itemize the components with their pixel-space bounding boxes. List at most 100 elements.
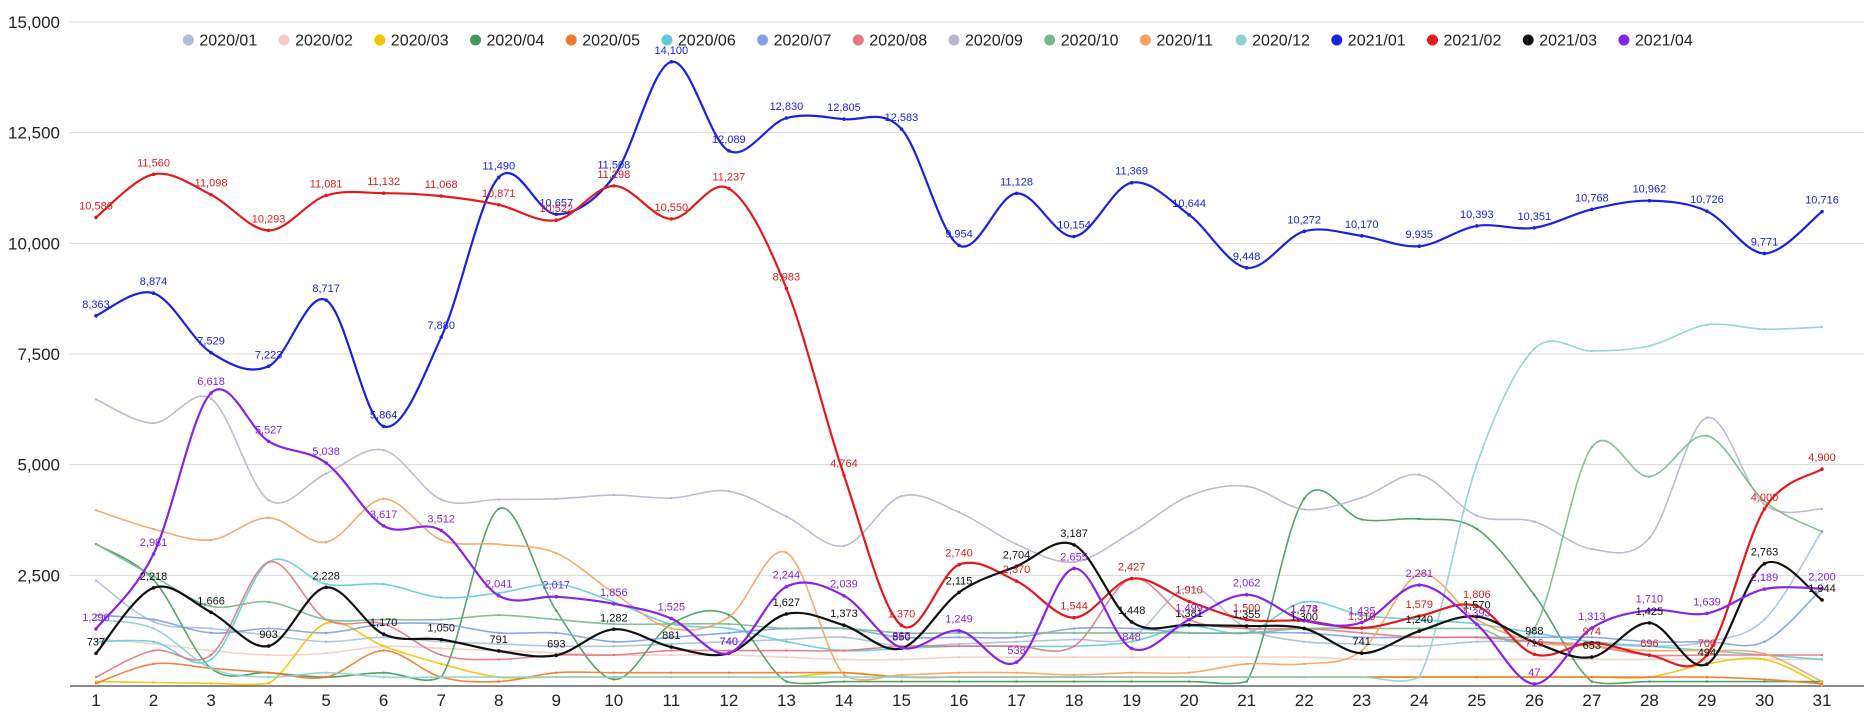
legend-item-2020-12[interactable]: 2020/12 (1235, 33, 1310, 50)
data-label-2021-02: 11,098 (195, 178, 228, 190)
data-point-2020-01 (1187, 586, 1191, 589)
data-point-2020-05 (1763, 678, 1766, 681)
data-point-2021-03 (1590, 655, 1594, 659)
data-point-2021-02 (784, 286, 789, 291)
data-label-2021-02: 11,132 (367, 176, 400, 188)
data-label-2021-04: 2,655 (1060, 551, 1088, 563)
data-point-2020-08 (727, 649, 731, 652)
data-point-2020-05 (1820, 682, 1824, 685)
data-point-2020-08 (152, 649, 155, 652)
data-label-2021-01: 8,717 (312, 283, 340, 295)
data-point-2020-02 (1130, 656, 1133, 659)
data-point-2020-05 (1648, 675, 1651, 679)
data-point-2021-04 (1359, 620, 1364, 625)
series-2020-02 (94, 637, 1824, 661)
legend-item-2020-03[interactable]: 2020/03 (374, 33, 449, 50)
data-point-2020-07 (1590, 636, 1594, 639)
data-label-2021-01: 12,830 (770, 101, 804, 113)
legend-item-2020-11[interactable]: 2020/11 (1139, 33, 1213, 50)
series-line-2021-02 (95, 172, 1823, 668)
legend-label: 2020/04 (487, 33, 545, 50)
data-label-2021-01: 10,768 (1575, 192, 1609, 204)
data-point-2021-04 (727, 651, 731, 656)
legend-label: 2020/08 (869, 33, 927, 50)
data-point-2020-10 (440, 618, 443, 621)
data-point-2020-12 (1245, 675, 1248, 679)
legend-item-2021-04[interactable]: 2021/04 (1618, 33, 1693, 50)
data-point-2021-04 (1705, 611, 1709, 616)
data-label-2021-02: 11,560 (137, 157, 170, 169)
data-point-2020-01 (209, 627, 213, 630)
data-point-2020-07 (1015, 636, 1018, 639)
data-point-2020-01 (1303, 640, 1306, 643)
data-point-2020-11 (1130, 671, 1133, 674)
data-point-2020-04 (1015, 680, 1018, 683)
data-point-2020-11 (785, 551, 788, 554)
data-label-2021-03: 737 (87, 636, 105, 648)
data-point-2020-01 (1475, 640, 1479, 643)
data-point-2021-03 (324, 585, 328, 590)
data-point-2020-11 (1303, 662, 1306, 666)
data-point-2020-03 (94, 680, 98, 683)
data-point-2020-03 (267, 682, 270, 685)
data-label-2021-02: 1,474 (1290, 604, 1318, 616)
data-point-2021-02 (1072, 615, 1076, 620)
data-point-2020-09 (1763, 503, 1766, 506)
legend-item-2021-01[interactable]: 2021/01 (1331, 33, 1406, 50)
data-label-2021-04: 538 (1007, 645, 1025, 657)
data-label-2021-03: 1,448 (1118, 605, 1146, 617)
x-tick-label: 27 (1582, 691, 1601, 710)
legend-item-2021-02[interactable]: 2021/02 (1427, 33, 1501, 50)
data-point-2020-06 (1360, 613, 1363, 617)
x-tick-label: 10 (604, 691, 623, 710)
data-label-2021-04: 3,512 (427, 514, 455, 526)
data-point-2020-02 (1475, 658, 1479, 661)
legend-item-2020-07[interactable]: 2020/07 (757, 33, 832, 50)
data-point-2020-09 (1072, 560, 1076, 564)
data-label-2021-01: 10,962 (1633, 184, 1667, 196)
data-point-2021-02 (266, 228, 271, 233)
data-point-2020-10 (1820, 530, 1824, 533)
data-point-2020-02 (1015, 656, 1018, 659)
data-point-2021-02 (496, 202, 501, 207)
data-point-2020-02 (1648, 658, 1651, 661)
data-label-2021-03: 740 (720, 636, 738, 648)
data-point-2020-12 (440, 675, 443, 679)
data-point-2020-11 (1187, 671, 1191, 674)
legend-item-2020-09[interactable]: 2020/09 (948, 33, 1023, 50)
legend-item-2020-08[interactable]: 2020/08 (852, 33, 927, 50)
data-label-2021-04: 1,639 (1693, 596, 1721, 608)
legend-item-2020-05[interactable]: 2020/05 (565, 33, 640, 50)
data-point-2020-04 (785, 680, 788, 683)
data-point-2020-06 (785, 640, 788, 643)
data-point-2021-02 (1532, 652, 1537, 657)
data-point-2020-11 (727, 615, 731, 619)
legend-item-2020-04[interactable]: 2020/04 (470, 33, 544, 50)
legend-item-2020-01[interactable]: 2020/01 (182, 33, 257, 50)
data-label-2021-04: 865 (892, 631, 910, 643)
data-point-2020-05 (94, 682, 98, 685)
data-point-2021-01 (151, 291, 156, 295)
data-point-2020-02 (152, 642, 155, 645)
legend-item-2021-03[interactable]: 2021/03 (1522, 33, 1597, 50)
legend-item-2020-10[interactable]: 2020/10 (1044, 33, 1119, 50)
data-point-2020-07 (957, 636, 961, 639)
x-tick-label: 15 (892, 691, 911, 710)
data-label-2021-02: 2,427 (1118, 562, 1146, 574)
legend-item-2020-02[interactable]: 2020/02 (278, 33, 353, 50)
data-label-2021-01: 9,935 (1406, 229, 1434, 241)
data-point-2020-11 (1072, 673, 1076, 677)
x-tick-label: 28 (1640, 691, 1659, 710)
data-point-2020-07 (612, 640, 615, 643)
data-point-2021-01 (1187, 213, 1191, 217)
data-label-2021-03: 1,240 (1406, 614, 1434, 626)
data-point-2020-08 (1418, 636, 1421, 639)
data-label-2021-01: 10,170 (1345, 219, 1379, 231)
data-point-2021-04 (669, 616, 674, 621)
legend-item-2020-06[interactable]: 2020/06 (661, 33, 736, 50)
data-point-2020-04 (1072, 680, 1076, 683)
data-label-2021-02: 10,871 (482, 188, 516, 200)
data-label-2021-02: 1,370 (888, 608, 916, 620)
data-point-2020-09 (612, 493, 615, 497)
data-point-2021-02 (1647, 653, 1652, 657)
